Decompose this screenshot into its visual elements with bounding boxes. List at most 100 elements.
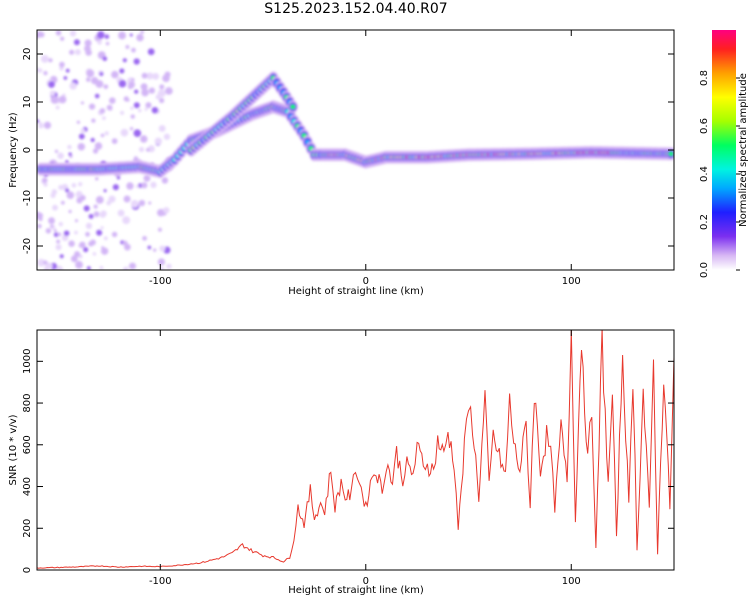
noise-speckle — [99, 108, 106, 114]
noise-speckle — [159, 245, 166, 252]
noise-speckle — [122, 58, 127, 63]
noise-speckle — [105, 41, 110, 46]
spectrogram-ylabel: Frequency (Hz) — [8, 112, 19, 188]
noise-speckle — [66, 191, 75, 200]
y-tick-label: 800 — [22, 393, 33, 412]
noise-speckle — [75, 260, 83, 269]
snr-frame — [36, 329, 675, 571]
noise-speckle — [129, 262, 136, 270]
noise-speckle — [90, 76, 99, 85]
noise-speckle — [143, 174, 151, 182]
noise-speckle — [37, 119, 40, 124]
y-tick-label: 1000 — [22, 349, 33, 374]
noise-speckle — [48, 58, 53, 63]
noise-speckle — [123, 266, 129, 270]
noise-speckle — [133, 129, 142, 137]
noise-speckle — [146, 148, 150, 152]
x-tick-label: -100 — [149, 276, 172, 287]
noise-speckle — [130, 200, 139, 208]
noise-speckle — [65, 188, 70, 193]
noise-speckle — [162, 74, 170, 83]
noise-speckle — [103, 189, 107, 193]
noise-speckle — [104, 34, 110, 39]
noise-speckle — [45, 228, 52, 234]
noise-speckle — [131, 78, 135, 82]
noise-speckle — [55, 265, 63, 270]
colorbar: 0.0 0.2 0.4 0.6 0.8 Normalized spectral ampl… — [699, 30, 749, 278]
trace-core — [668, 151, 674, 156]
colorbar-tick-label: 0.6 — [699, 118, 710, 134]
noise-speckle — [85, 231, 90, 237]
noise-speckle — [122, 216, 131, 225]
noise-speckle — [106, 104, 113, 111]
noise-speckle — [103, 236, 108, 241]
trace-core — [290, 104, 296, 110]
snr-series-line — [37, 330, 674, 569]
noise-speckle — [137, 108, 142, 113]
noise-speckle — [92, 148, 99, 154]
noise-speckle — [141, 182, 148, 189]
noise-speckle — [54, 149, 59, 154]
noise-speckle — [153, 248, 157, 252]
y-tick-label: 600 — [22, 435, 33, 454]
noise-speckle — [118, 31, 127, 40]
noise-speckle — [61, 234, 69, 242]
noise-speckle — [140, 30, 144, 34]
colorbar-gradient — [712, 30, 736, 270]
noise-speckle — [57, 152, 64, 160]
x-tick-label: 100 — [562, 276, 581, 287]
noise-speckle — [140, 83, 148, 91]
noise-speckle — [144, 107, 148, 111]
noise-speckle — [85, 49, 92, 56]
noise-speckle — [140, 135, 148, 143]
noise-speckle — [74, 251, 81, 258]
noise-speckle — [43, 265, 50, 270]
noise-speckle — [94, 93, 100, 99]
noise-speckle — [99, 211, 106, 218]
noise-speckle — [37, 67, 40, 72]
noise-speckle — [124, 243, 131, 251]
noise-speckle — [63, 76, 68, 80]
noise-speckle — [158, 125, 166, 132]
y-tick-label: 200 — [22, 519, 33, 538]
colorbar-ticks: 0.0 0.2 0.4 0.6 0.8 — [699, 70, 740, 278]
noise-speckle — [102, 116, 106, 121]
spectrogram-xlabel: Height of straight line (km) — [288, 286, 424, 297]
noise-speckle — [58, 221, 63, 227]
noise-speckle — [80, 195, 86, 201]
noise-speckle — [93, 211, 100, 218]
noise-speckle — [77, 143, 86, 151]
noise-speckle — [166, 263, 172, 269]
noise-speckle — [85, 222, 93, 230]
noise-speckle — [133, 156, 138, 161]
noise-speckle — [126, 182, 134, 190]
figure-title: S125.2023.152.04.40.R07 — [264, 1, 448, 17]
noise-speckle — [63, 230, 70, 237]
colorbar-tick-label: 0.2 — [699, 214, 710, 230]
noise-speckle — [55, 105, 60, 110]
noise-speckle — [53, 232, 59, 238]
noise-speckle — [59, 61, 65, 68]
noise-speckle — [37, 31, 43, 36]
noise-speckle — [123, 195, 131, 203]
noise-speckle — [88, 213, 94, 219]
noise-speckle — [37, 258, 46, 267]
noise-speckle — [165, 87, 173, 95]
noise-speckle — [145, 102, 152, 109]
noise-speckle — [52, 204, 58, 211]
noise-speckle — [74, 49, 81, 56]
noise-speckle — [120, 128, 129, 137]
noise-speckle — [163, 207, 170, 214]
noise-speckle — [104, 131, 109, 136]
snr-ylabel: SNR (10 * v/v) — [8, 414, 19, 485]
noise-speckle — [90, 239, 96, 246]
noise-speckle — [112, 184, 119, 191]
noise-speckle — [55, 244, 62, 251]
noise-speckle — [133, 102, 140, 109]
noise-speckle — [74, 230, 78, 235]
noise-speckle — [119, 68, 125, 74]
noise-speckle — [118, 79, 127, 88]
noise-speckle — [86, 69, 95, 78]
noise-speckle — [48, 217, 55, 225]
